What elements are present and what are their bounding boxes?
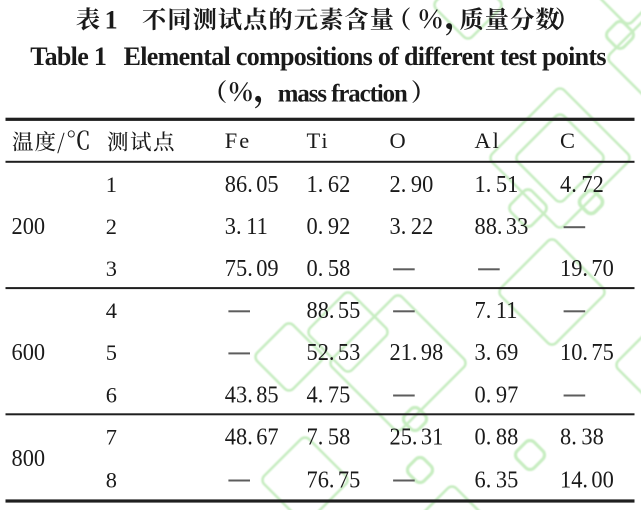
svg-text:11: 11 [246, 213, 268, 240]
svg-text:4: 4 [106, 298, 117, 323]
svg-text:97: 97 [496, 382, 518, 409]
svg-text:7.: 7. [307, 424, 324, 451]
svg-text:Ti: Ti [307, 128, 330, 153]
svg-text:85: 85 [256, 382, 278, 409]
svg-text:2.: 2. [390, 171, 407, 198]
svg-text:33: 33 [506, 213, 528, 240]
svg-text:1: 1 [106, 172, 117, 197]
svg-text:43.: 43. [225, 382, 253, 409]
svg-text:88: 88 [496, 424, 518, 451]
svg-text:75: 75 [328, 382, 350, 409]
svg-text:35: 35 [496, 467, 518, 494]
svg-text:67: 67 [256, 424, 278, 451]
svg-text:200: 200 [12, 213, 46, 240]
svg-text:1: 1 [105, 6, 118, 35]
svg-text:51: 51 [496, 171, 518, 198]
svg-text:3.: 3. [390, 213, 407, 240]
svg-text:O: O [390, 128, 408, 153]
svg-text:25.: 25. [390, 424, 418, 451]
svg-text:5: 5 [106, 340, 117, 365]
svg-text:11: 11 [496, 297, 518, 324]
svg-text:14.: 14. [560, 467, 588, 494]
svg-text:0.: 0. [475, 382, 492, 409]
svg-text:53: 53 [338, 340, 360, 367]
svg-text:4.: 4. [307, 382, 324, 409]
svg-text:0.: 0. [307, 213, 324, 240]
svg-text:Fe: Fe [225, 128, 251, 153]
svg-text:86.: 86. [225, 171, 253, 198]
svg-text:Table 1 Elemental compositio: Table 1 Elemental compositions of differ… [30, 42, 606, 71]
svg-text:0.: 0. [475, 424, 492, 451]
svg-text:600: 600 [12, 340, 46, 367]
svg-text:6: 6 [106, 382, 117, 407]
svg-text:58: 58 [328, 255, 350, 282]
svg-text:05: 05 [256, 171, 278, 198]
svg-text:90: 90 [411, 171, 433, 198]
svg-text:75: 75 [338, 467, 360, 494]
svg-text:1.: 1. [307, 171, 324, 198]
svg-text:C: C [560, 128, 577, 153]
svg-text:7.: 7. [475, 297, 492, 324]
svg-text:mass fraction: mass fraction [278, 81, 408, 108]
svg-text:38: 38 [581, 424, 603, 451]
svg-text:4.: 4. [560, 171, 577, 198]
svg-text:00: 00 [591, 467, 613, 494]
svg-text:98: 98 [421, 340, 443, 367]
svg-text:8: 8 [106, 467, 117, 492]
svg-text:7: 7 [106, 425, 117, 450]
svg-text:75.: 75. [225, 255, 253, 282]
svg-text:58: 58 [328, 424, 350, 451]
svg-text:0.: 0. [307, 255, 324, 282]
svg-text:88.: 88. [475, 213, 503, 240]
svg-text:8.: 8. [560, 424, 577, 451]
svg-text:21.: 21. [390, 340, 418, 367]
svg-text:3.: 3. [225, 213, 242, 240]
svg-text:22: 22 [411, 213, 433, 240]
svg-text:69: 69 [496, 340, 518, 367]
svg-text:10.: 10. [560, 340, 588, 367]
svg-text:75: 75 [591, 340, 613, 367]
svg-text:3.: 3. [475, 340, 492, 367]
svg-text:19.: 19. [560, 255, 588, 282]
svg-text:6.: 6. [475, 467, 492, 494]
svg-text:72: 72 [581, 171, 603, 198]
svg-text:62: 62 [328, 171, 350, 198]
svg-text:2: 2 [106, 214, 117, 239]
svg-text:52.: 52. [307, 340, 335, 367]
svg-text:3: 3 [106, 256, 117, 281]
svg-text:09: 09 [256, 255, 278, 282]
svg-text:48.: 48. [225, 424, 253, 451]
svg-text:55: 55 [338, 297, 360, 324]
svg-text:88.: 88. [307, 297, 335, 324]
svg-text:Al: Al [475, 128, 501, 153]
svg-text:1.: 1. [475, 171, 492, 198]
svg-text:92: 92 [328, 213, 350, 240]
svg-text:70: 70 [591, 255, 613, 282]
svg-text:31: 31 [421, 424, 443, 451]
svg-text:76.: 76. [307, 467, 335, 494]
svg-text:800: 800 [12, 445, 46, 472]
